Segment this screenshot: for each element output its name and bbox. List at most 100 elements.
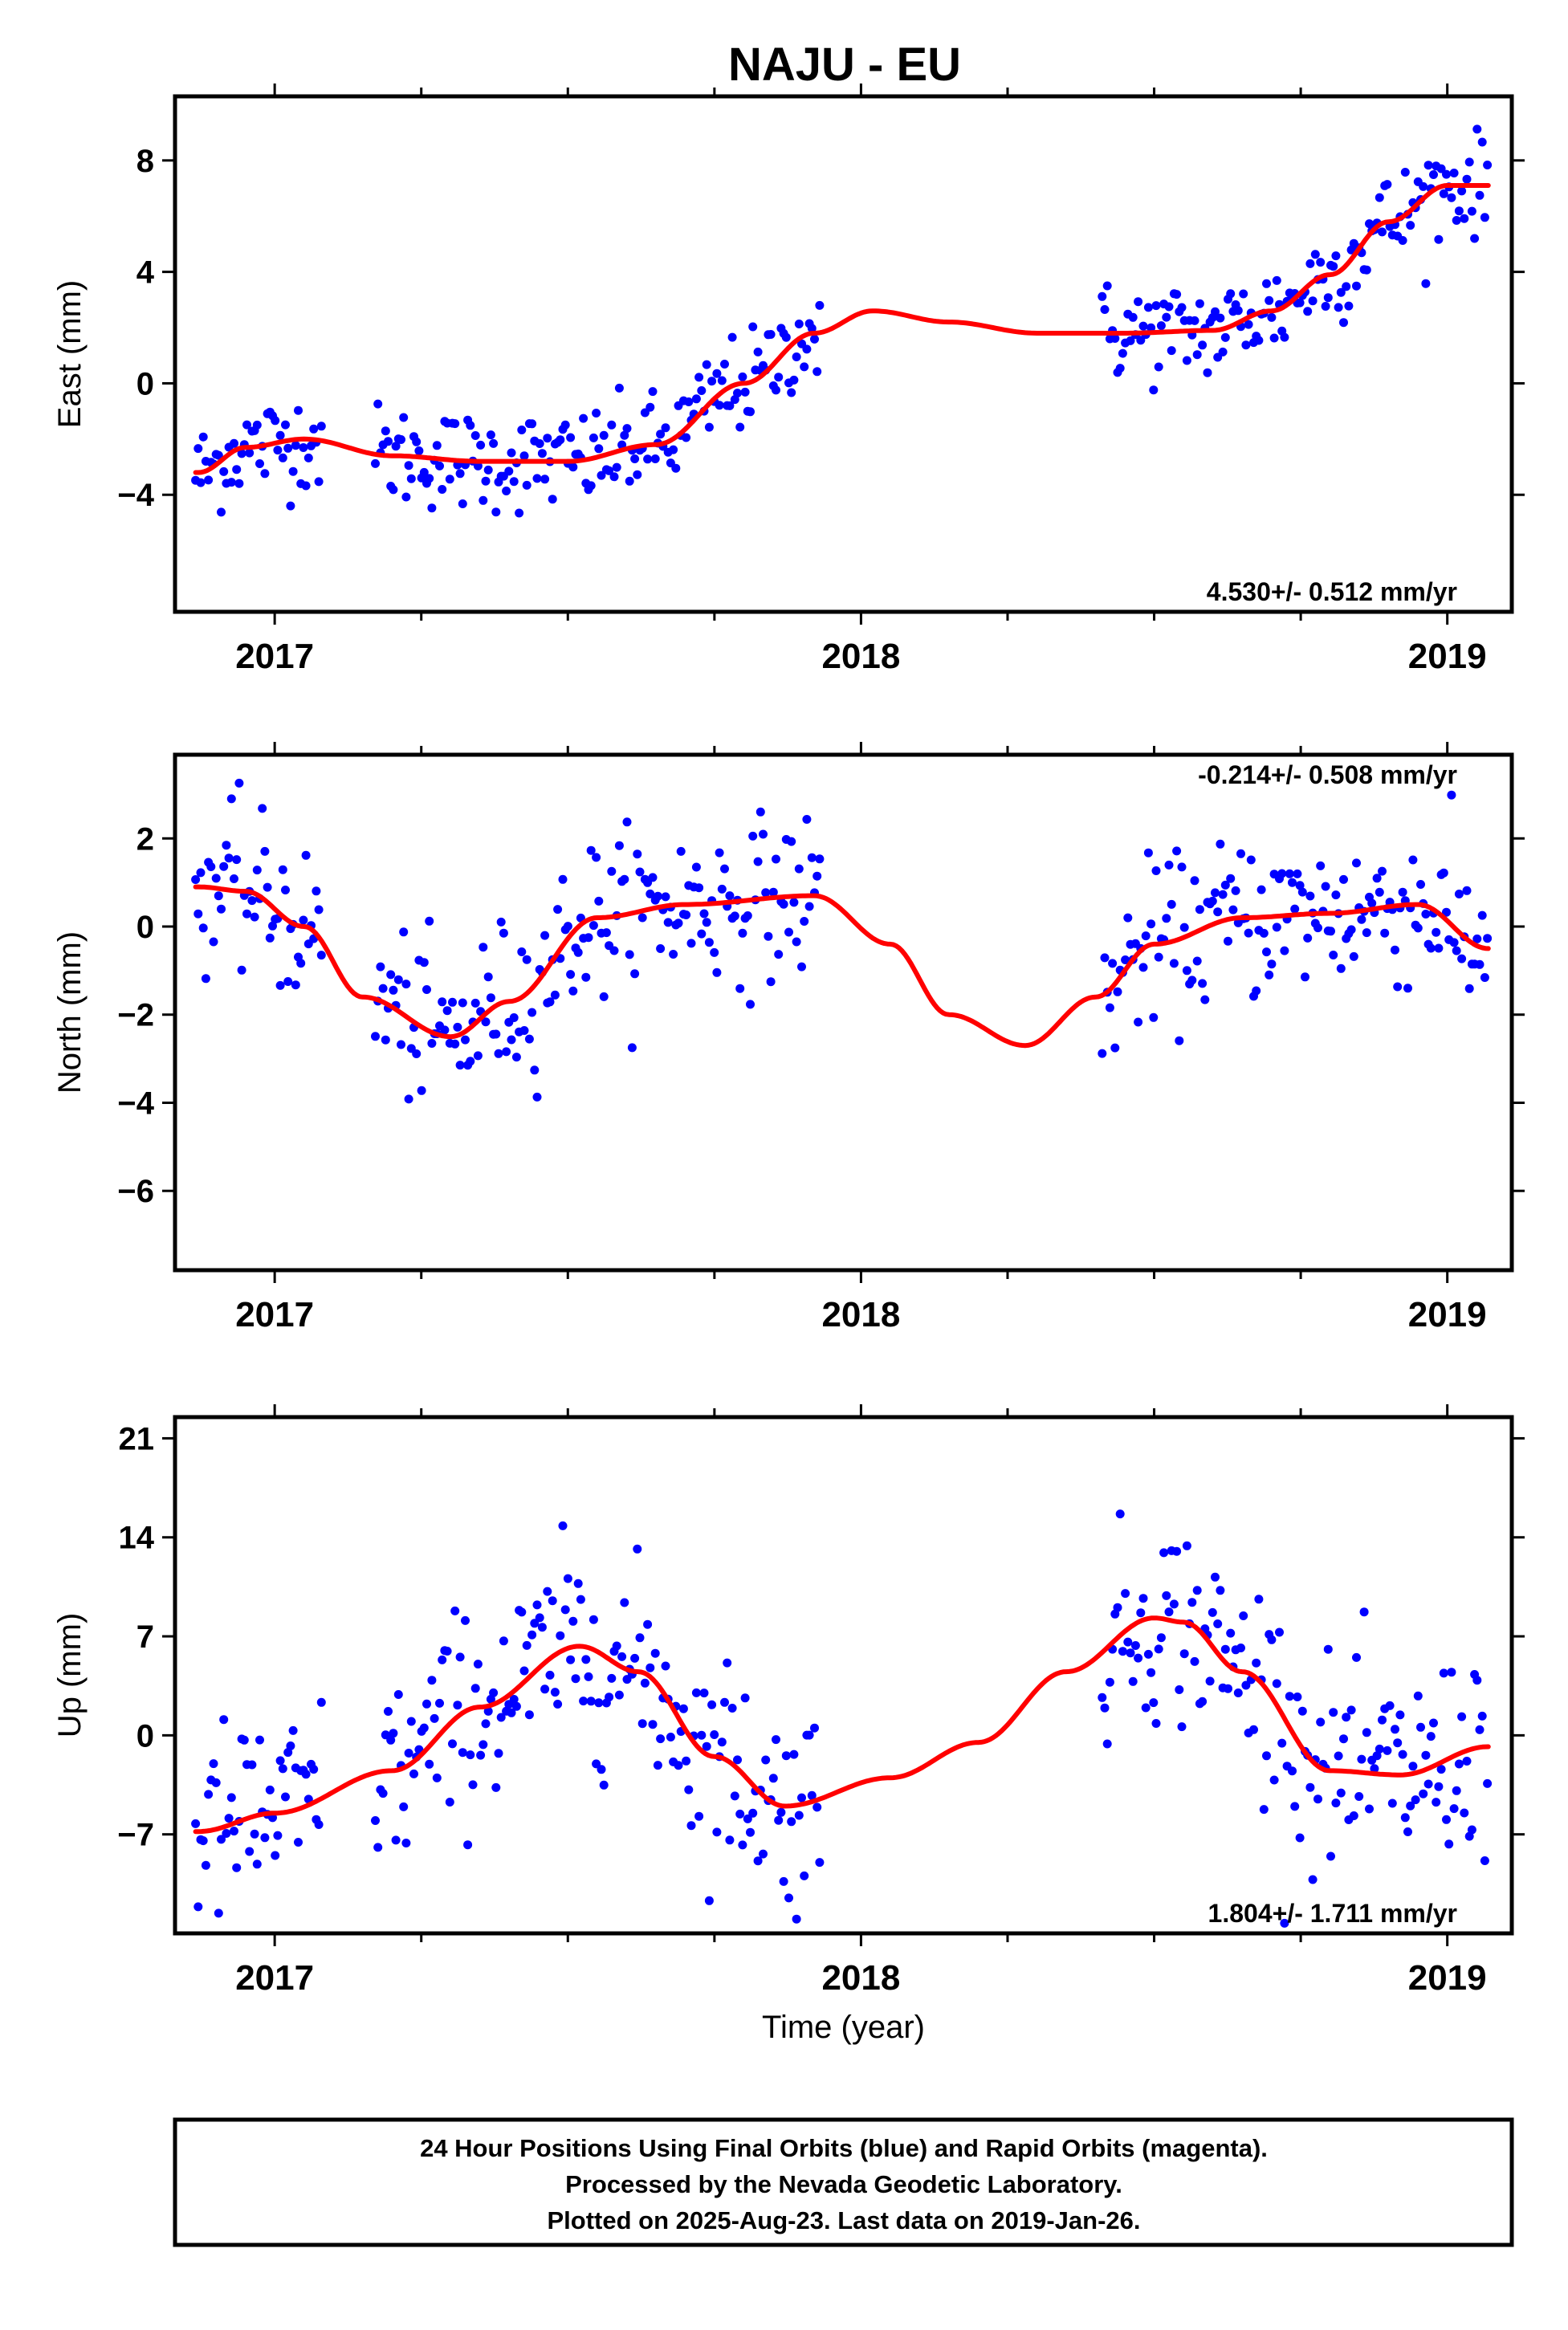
north-data-point (663, 918, 673, 927)
north-data-point (1167, 899, 1176, 909)
east-data-point (230, 438, 238, 448)
north-points (191, 778, 1493, 1104)
up-data-point (224, 1814, 234, 1823)
east-data-point (810, 334, 819, 344)
east-data-point (1423, 161, 1433, 170)
north-data-point (1362, 928, 1371, 938)
up-data-point (286, 1741, 295, 1750)
up-data-point (532, 1600, 542, 1610)
up-data-point (530, 1619, 540, 1628)
north-data-point (1244, 928, 1253, 938)
up-data-point (201, 1860, 210, 1870)
north-data-point (759, 829, 768, 839)
north-data-point (761, 888, 771, 898)
east-data-point (303, 453, 313, 462)
footer-line-1: 24 Hour Positions Using Final Orbits (bl… (420, 2134, 1268, 2162)
east-data-point (556, 435, 565, 445)
up-data-point (1102, 1739, 1112, 1749)
up-data-point (1293, 1693, 1302, 1701)
east-data-point (198, 432, 208, 442)
north-data-point (1483, 934, 1493, 943)
up-data-point (393, 1690, 403, 1699)
up-data-point (1408, 1762, 1418, 1771)
up-data-point (759, 1849, 768, 1859)
up-data-point (450, 1606, 460, 1615)
north-data-point (404, 1094, 413, 1104)
up-data-point (738, 1840, 747, 1850)
east-data-point (1146, 323, 1156, 332)
up-data-point (1308, 1875, 1318, 1884)
up-data-point (723, 1658, 732, 1668)
north-data-point (599, 992, 609, 1001)
north-data-point (1236, 849, 1245, 858)
north-data-point (1259, 928, 1269, 938)
north-data-point (494, 1049, 503, 1058)
north-data-point (691, 862, 701, 872)
north-data-point (206, 862, 216, 871)
east-data-point (691, 394, 701, 404)
north-data-point (802, 815, 812, 824)
up-data-point (1272, 1679, 1281, 1688)
up-data-point (792, 1914, 801, 1924)
north-data-point (1162, 914, 1171, 923)
north-data-point (589, 921, 598, 931)
north-data-point (281, 886, 290, 894)
east-data-point (682, 433, 691, 442)
up-data-point (1387, 1798, 1397, 1808)
up-data-point (1297, 1706, 1307, 1716)
up-data-point (1123, 1637, 1133, 1647)
north-data-point (1442, 907, 1451, 917)
up-data-point (774, 1815, 784, 1825)
east-data-point (1352, 281, 1361, 291)
up-data-point (1224, 1684, 1232, 1693)
east-xtick-label: 2019 (1408, 637, 1487, 676)
up-data-point (191, 1819, 201, 1828)
east-data-point (1195, 299, 1204, 308)
east-data-point (543, 434, 552, 443)
north-data-point (401, 980, 411, 989)
north-xtick-label: 2019 (1408, 1295, 1487, 1334)
up-data-point (804, 1730, 814, 1740)
north-data-point (787, 837, 796, 846)
up-data-point (1187, 1598, 1197, 1607)
north-data-point (222, 841, 231, 850)
east-data-point (1102, 281, 1112, 291)
up-data-point (1426, 1732, 1436, 1741)
north-data-point (1198, 979, 1208, 988)
east-data-point (800, 362, 809, 372)
up-data-point (507, 1708, 516, 1717)
up-data-point (702, 1741, 711, 1751)
north-data-point (1295, 881, 1305, 890)
east-data-point (607, 420, 617, 430)
north-data-point (1421, 910, 1431, 919)
north-data-point (1462, 886, 1472, 895)
up-data-point (430, 1713, 439, 1723)
up-data-point (275, 1756, 285, 1766)
footer-frame (173, 2117, 1514, 2247)
up-data-point (496, 1713, 506, 1722)
up-data-point (1480, 1856, 1489, 1865)
up-data-point (1121, 1589, 1130, 1599)
up-data-point (1336, 1788, 1346, 1798)
up-data-point (230, 1827, 238, 1836)
east-data-point (291, 441, 300, 450)
up-data-point (1457, 1712, 1467, 1721)
north-data-point (458, 998, 467, 1008)
up-data-point (1149, 1698, 1159, 1708)
north-data-point (1464, 984, 1474, 993)
up-data-point (1406, 1801, 1415, 1811)
up-data-point (740, 1693, 750, 1703)
east-data-point (1138, 321, 1148, 331)
north-data-point (813, 871, 822, 881)
east-data-point (1464, 157, 1474, 167)
up-data-point (1329, 1708, 1338, 1717)
up-data-point (727, 1704, 737, 1713)
up-data-point (455, 1652, 465, 1662)
north-data-point (1293, 869, 1302, 878)
north-data-point (1100, 953, 1110, 963)
north-data-point (417, 1086, 426, 1095)
up-data-point (1467, 1825, 1476, 1835)
east-data-point (242, 420, 251, 430)
up-data-point (553, 1700, 563, 1709)
